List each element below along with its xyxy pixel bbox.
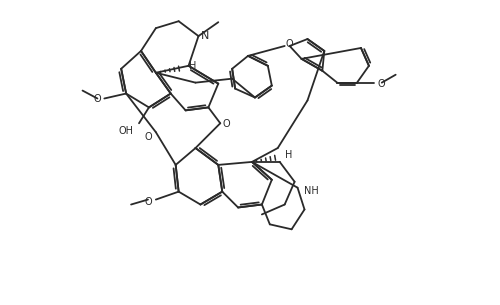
Text: H: H bbox=[285, 150, 292, 160]
Text: NH: NH bbox=[304, 186, 319, 196]
Text: O: O bbox=[94, 95, 101, 105]
Text: O: O bbox=[144, 132, 152, 142]
Text: N: N bbox=[201, 31, 209, 41]
Text: H: H bbox=[189, 61, 196, 71]
Text: O: O bbox=[286, 39, 294, 49]
Text: O: O bbox=[144, 196, 152, 206]
Text: O: O bbox=[378, 79, 386, 89]
Text: OH: OH bbox=[118, 126, 134, 136]
Text: O: O bbox=[222, 119, 230, 129]
